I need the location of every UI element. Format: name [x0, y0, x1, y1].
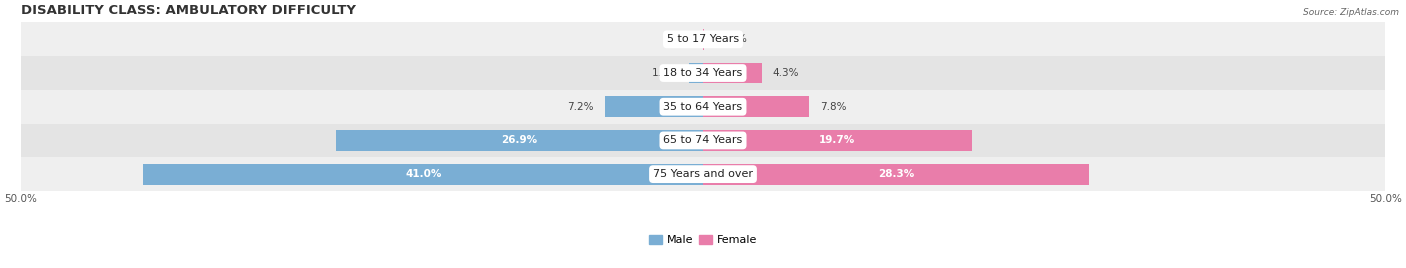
Bar	[143, 164, 703, 185]
Bar	[703, 130, 972, 151]
Text: Source: ZipAtlas.com: Source: ZipAtlas.com	[1303, 8, 1399, 17]
Bar	[605, 96, 703, 117]
Text: 28.3%: 28.3%	[877, 169, 914, 179]
Text: 0.06%: 0.06%	[714, 34, 748, 44]
Text: DISABILITY CLASS: AMBULATORY DIFFICULTY: DISABILITY CLASS: AMBULATORY DIFFICULTY	[21, 4, 356, 17]
Text: 65 to 74 Years: 65 to 74 Years	[664, 135, 742, 146]
Bar	[703, 164, 1090, 185]
Text: 1.0%: 1.0%	[652, 68, 679, 78]
Text: 4.3%: 4.3%	[773, 68, 799, 78]
Text: 7.8%: 7.8%	[820, 102, 846, 112]
Text: 41.0%: 41.0%	[405, 169, 441, 179]
Bar	[21, 56, 1385, 90]
Text: 18 to 34 Years: 18 to 34 Years	[664, 68, 742, 78]
Text: 75 Years and over: 75 Years and over	[652, 169, 754, 179]
Legend: Male, Female: Male, Female	[644, 230, 762, 250]
Bar	[689, 63, 703, 84]
Bar	[703, 96, 810, 117]
Bar	[703, 63, 762, 84]
Text: 35 to 64 Years: 35 to 64 Years	[664, 102, 742, 112]
Text: 0.0%: 0.0%	[666, 34, 692, 44]
Text: 19.7%: 19.7%	[820, 135, 856, 146]
Text: 7.2%: 7.2%	[567, 102, 593, 112]
Text: 5 to 17 Years: 5 to 17 Years	[666, 34, 740, 44]
Bar	[21, 124, 1385, 157]
Bar	[21, 23, 1385, 56]
Text: 26.9%: 26.9%	[502, 135, 537, 146]
Bar	[21, 157, 1385, 191]
Bar	[336, 130, 703, 151]
Bar	[21, 90, 1385, 124]
